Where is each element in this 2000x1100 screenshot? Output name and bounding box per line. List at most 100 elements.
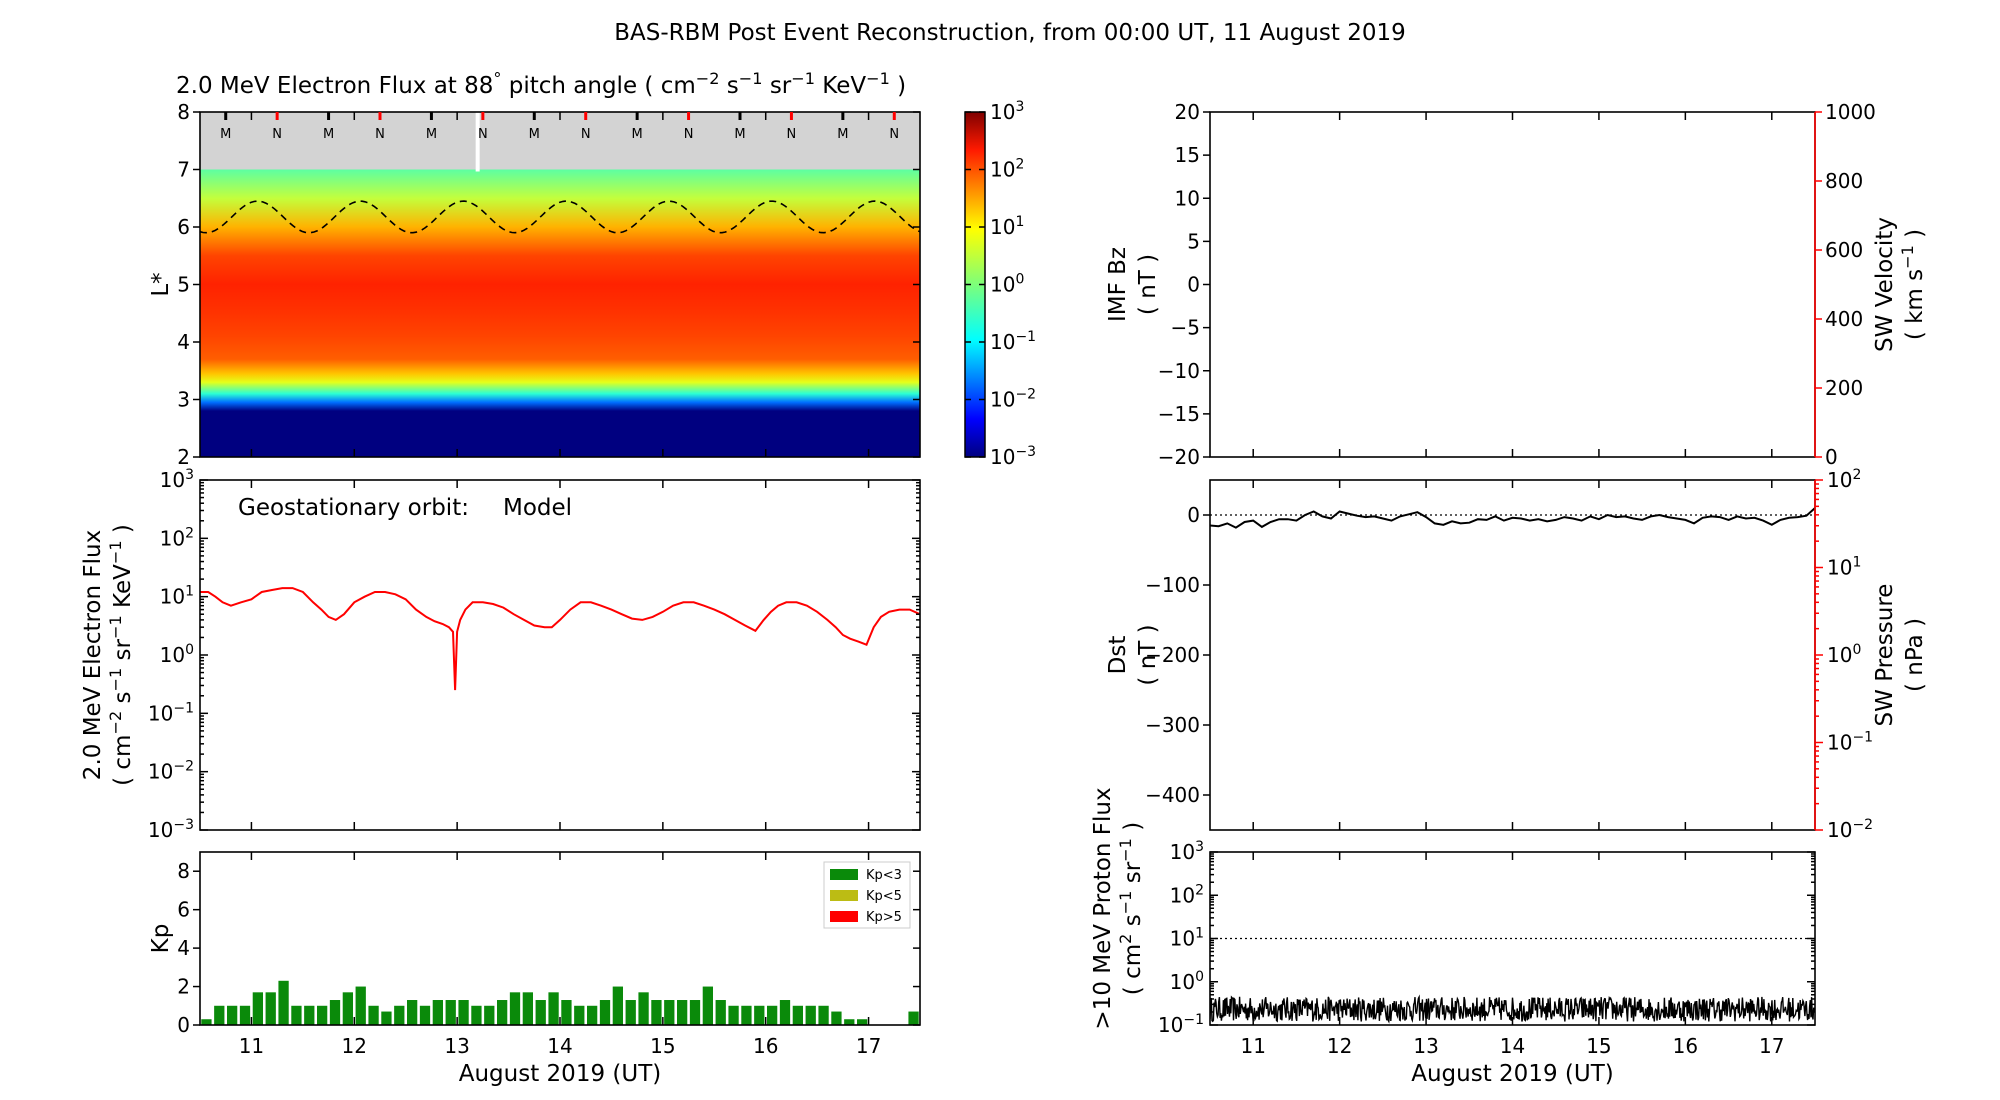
y-tick-label: 4 [177,330,190,354]
y-tick-label: 100 [160,642,194,667]
kp-bar [754,1005,765,1025]
kp-bar [458,1000,469,1025]
y-axis-label-line1: 2.0 MeV Electron Flux [80,530,106,780]
y-axis-label-line1: IMF Bz [1105,247,1131,322]
geo-annotation-label: Geostationary orbit: [238,495,469,521]
y-tick-label: 5 [1187,229,1200,253]
plot-frame [1209,111,1816,458]
plot-frame [1209,479,1816,831]
legend-label: Kp>5 [866,910,902,925]
y-tick-label: 4 [177,936,190,960]
y-axis-label-line2: ( cm2 s−1 sr−1 ) [1116,822,1147,995]
geo-lstar-dashed-line [199,200,921,234]
kp-bar [304,1005,315,1025]
kp-bar [702,986,713,1025]
mlt-marker-label: M [837,127,848,142]
y-tick-label: 0 [177,1013,190,1037]
geo-annotation-value: Model [503,495,572,521]
legend-swatch [830,911,858,922]
x-tick-label: 15 [650,1034,675,1058]
kp-bar [317,1005,328,1025]
mlt-marker-label: M [632,127,643,142]
x-tick-label: 17 [856,1034,881,1058]
right-y-tick-label: 200 [1825,376,1863,400]
y-axis-label: Kp [148,924,174,954]
right-y-tick-label: 100 [1827,642,1861,667]
right-y-tick-label: 10−2 [1827,817,1873,842]
proton-flux-line [1210,994,1815,1024]
kp-bar [394,1005,405,1025]
y-tick-label: −20 [1158,445,1200,469]
y-axis-label-line2: ( nT ) [1135,254,1161,315]
right-y-tick-label: 1000 [1825,100,1876,124]
kp-bar [432,1000,443,1025]
x-tick-label: 13 [444,1034,469,1058]
y-tick-label: 10−1 [1158,1012,1204,1037]
y-tick-label: 10−3 [148,817,194,842]
plot-frame [199,851,921,1026]
kp-bar [574,1005,585,1025]
proton-panel: 10−1 100 101 102 103 11 12 13 14 15 16 17 August 201… [1090,787,1816,1087]
y-axis-label-line2: ( nT ) [1135,624,1161,685]
kp-bar [741,1005,752,1025]
y-tick-label: 2 [177,975,190,999]
y-tick-label: 3 [177,388,190,412]
y-tick-label: 103 [1170,839,1204,864]
colorbar-tick-label: 10−2 [990,387,1036,412]
y-tick-label: 103 [160,467,194,492]
colorbar-tick-label: 102 [990,157,1024,182]
y-tick-label: 6 [177,215,190,239]
right-axis-label-line2: ( km s−1 ) [1898,229,1929,340]
kp-bar [689,1000,701,1025]
y-tick-label: 0 [1187,503,1200,527]
colorbar-tick-label: 10−1 [990,329,1036,354]
kp-bar [651,1000,662,1025]
colorbar-tick-label: 103 [990,99,1024,124]
y-axis-label-line1: Dst [1105,636,1131,675]
kp-bar [767,1005,778,1025]
kp-bar [715,1000,726,1025]
kp-bar [831,1011,842,1025]
kp-bar [214,1005,225,1025]
flux-heatmap [200,169,920,457]
y-tick-label: −15 [1158,402,1200,426]
kp-bar [445,1000,456,1025]
kp-bar [779,1000,791,1025]
kp-bar [844,1019,855,1025]
y-tick-label: −5 [1171,316,1200,340]
right-axis-label-line2: ( nPa ) [1902,618,1928,692]
kp-bar [484,1005,495,1025]
y-tick-label: 0 [1187,273,1200,297]
y-tick-label: 10 [1175,186,1200,210]
right-y-tick-label: 10−1 [1827,730,1873,755]
mlt-marker-label: N [787,127,797,142]
data-gap-line [475,112,480,172]
right-y-tick-label: 102 [1827,467,1861,492]
y-tick-label: 6 [177,898,190,922]
kp-bar [252,992,263,1025]
kp-bar [355,986,366,1025]
kp-bar [792,1005,803,1025]
y-tick-label: 10−2 [148,759,194,784]
kp-bar [535,1000,546,1025]
imf-panel: −20−15−10−50510152002004006008001000IMF … [1105,100,1928,469]
y-tick-label: 7 [177,158,190,182]
mlt-marker-label: N [375,127,385,142]
y-tick-label: 102 [160,525,194,550]
colorbar: 10−3 10−2 10−1 100 101 102 103 [964,99,1036,469]
kp-bar [419,1005,431,1025]
x-tick-label: 12 [1327,1034,1352,1058]
right-axis-label-line1: SW Velocity [1872,217,1898,352]
kp-bar [818,1005,829,1025]
mlt-marker-label: N [684,127,694,142]
legend-label: Kp<5 [866,889,902,904]
x-tick-label: 15 [1586,1034,1611,1058]
x-tick-label: 16 [1673,1034,1698,1058]
colorbar-tick-label: 10−3 [990,444,1036,469]
y-axis-label-line2: ( cm−2 s−1 sr−1 KeV−1 ) [106,524,137,786]
kp-bar [407,1000,418,1025]
kp-bar [612,986,623,1025]
mlt-marker-label: M [426,127,437,142]
kp-bar [599,1000,611,1025]
